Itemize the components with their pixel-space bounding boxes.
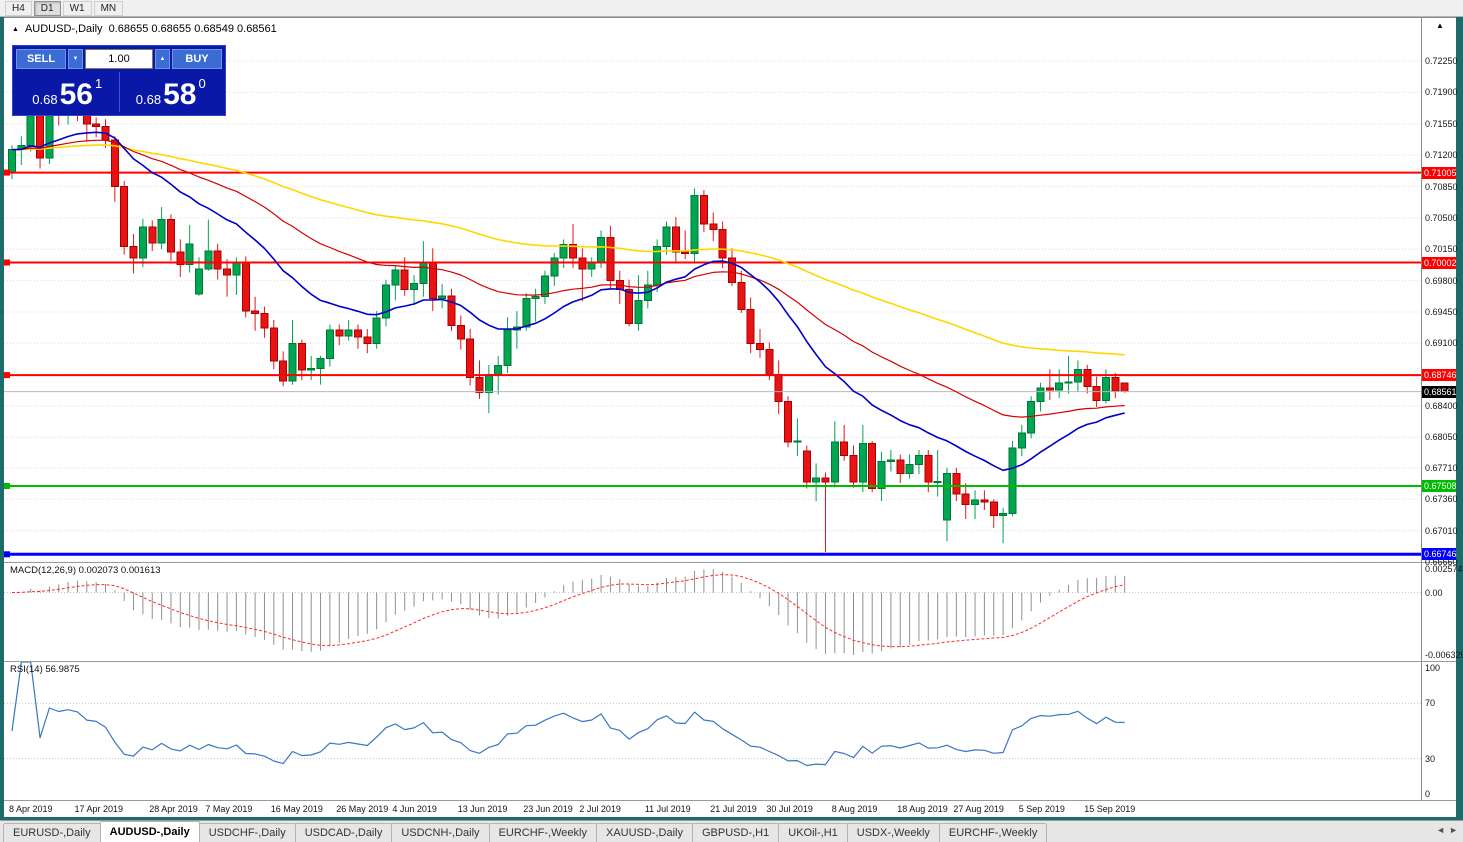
buy-price-figure: 0.68 (135, 92, 162, 107)
tab-eurchf-weekly[interactable]: EURCHF-,Weekly (938, 823, 1048, 842)
chart-ohlc-header: ▲ AUDUSD-,Daily 0.68655 0.68655 0.68549 … (12, 23, 277, 35)
tab-scroll-controls: ◄ ► (1436, 825, 1458, 835)
tab-usdcad-daily[interactable]: USDCAD-,Daily (294, 823, 393, 842)
buy-price-pips: 58 (163, 78, 197, 111)
panel-separator[interactable] (4, 562, 1456, 563)
ohlc-values: 0.68655 0.68655 0.68549 0.68561 (108, 23, 277, 35)
trade-controls-row: SELL ▼ ▲ BUY (16, 49, 222, 69)
tab-gbpusd-h1[interactable]: GBPUSD-,H1 (692, 823, 780, 842)
price-axis[interactable] (1421, 18, 1456, 817)
price-divider (118, 72, 120, 112)
buy-button[interactable]: BUY (172, 49, 222, 69)
sell-price-pips: 56 (59, 78, 93, 111)
chart-tabbar: EURUSD-,Daily AUDUSD-,Daily USDCHF-,Daily U… (0, 820, 1463, 842)
panel-separator (4, 800, 1456, 801)
tab-eurusd-daily[interactable]: EURUSD-,Daily (3, 823, 101, 842)
panel-separator[interactable] (4, 661, 1456, 662)
chart-title: AUDUSD-,Daily (24, 23, 103, 35)
sell-price-figure: 0.68 (32, 92, 58, 107)
timeframe-w1[interactable]: W1 (62, 0, 92, 16)
macd-panel[interactable] (4, 563, 1421, 661)
buy-price-point: 0 (198, 76, 206, 91)
timeframe-mn[interactable]: MN (93, 0, 124, 16)
sell-price-point: 1 (94, 76, 103, 91)
time-axis[interactable] (4, 801, 1456, 817)
volume-input[interactable] (85, 49, 153, 69)
tab-usdcnh-daily[interactable]: USDCNH-,Daily (391, 823, 490, 842)
tab-ukoil-h1[interactable]: UKOil-,H1 (778, 823, 848, 842)
tab-eurchf-weekly[interactable]: EURCHF-,Weekly (488, 823, 597, 842)
tab-usdx-weekly[interactable]: USDX-,Weekly (846, 823, 940, 842)
chart-window-frame: 0.72250 0.71900 0.71550 0.71200 0.70850 0.705… (0, 17, 1463, 820)
symbol-marker-icon: ▲ (12, 25, 19, 33)
trade-prices-row: 0.68 56 1 0.68 58 0 (16, 72, 222, 112)
chevron-down-icon: ▼ (72, 56, 79, 62)
tab-scroll-left-icon[interactable]: ◄ (1436, 825, 1446, 835)
one-click-trading-panel: SELL ▼ ▲ BUY 0.68 56 1 0.68 58 (12, 45, 226, 116)
timeframe-d1[interactable]: D1 (33, 0, 61, 16)
sell-price[interactable]: 0.68 56 1 (16, 72, 119, 112)
sell-button[interactable]: SELL (16, 49, 66, 69)
tab-usdchf-daily[interactable]: USDCHF-,Daily (198, 823, 296, 842)
volume-decrease-button[interactable]: ▼ (68, 49, 83, 69)
buy-price[interactable]: 0.68 58 0 (120, 72, 223, 112)
chevron-up-icon: ▲ (159, 56, 166, 62)
timeframe-toolbar: H4 D1 W1 MN (0, 0, 1463, 17)
tab-scroll-right-icon[interactable]: ► (1449, 825, 1458, 835)
tab-xauusd-daily[interactable]: XAUUSD-,Daily (595, 823, 693, 842)
chart-canvas: 0.72250 0.71900 0.71550 0.71200 0.70850 0.705… (4, 17, 1463, 817)
tab-audusd-daily[interactable]: AUDUSD-,Daily (99, 821, 200, 842)
main-chart[interactable] (4, 18, 1421, 562)
chart-shift-icon: ▲ (1436, 21, 1444, 30)
volume-increase-button[interactable]: ▲ (155, 49, 170, 69)
rsi-panel[interactable] (4, 662, 1421, 800)
timeframe-h4[interactable]: H4 (5, 0, 32, 16)
